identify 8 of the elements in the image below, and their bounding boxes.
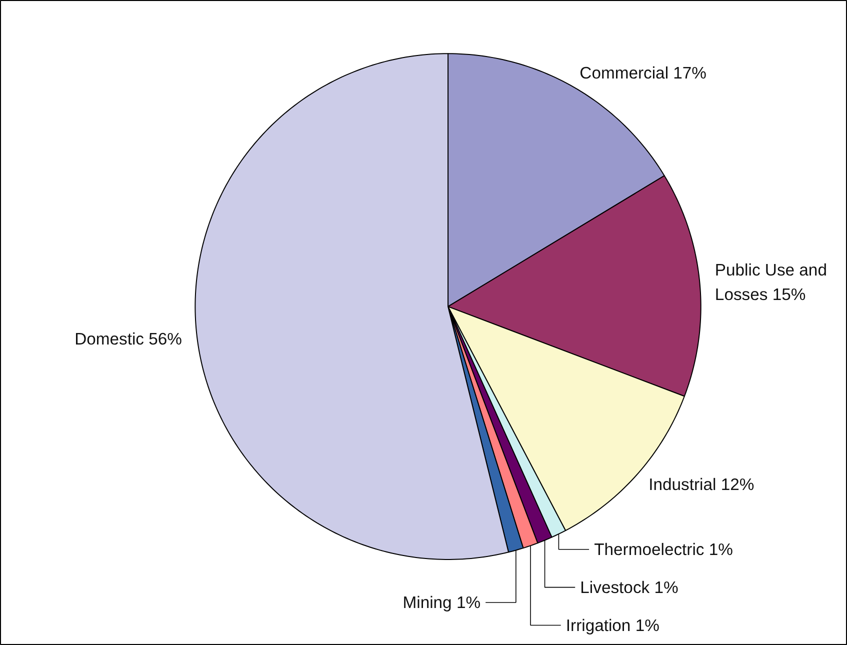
slice-label: Commercial 17% (580, 64, 707, 83)
slice-label: Domestic 56% (74, 329, 182, 348)
slice-label: Public Use and Losses 15% (714, 260, 827, 304)
slice-label: Mining 1% (402, 593, 481, 612)
slice-label: Industrial 12% (648, 474, 754, 494)
slice-label: Irrigation 1% (566, 616, 660, 635)
slice-label: Livestock 1% (580, 578, 678, 597)
slice-label: Thermoelectric 1% (594, 540, 734, 559)
